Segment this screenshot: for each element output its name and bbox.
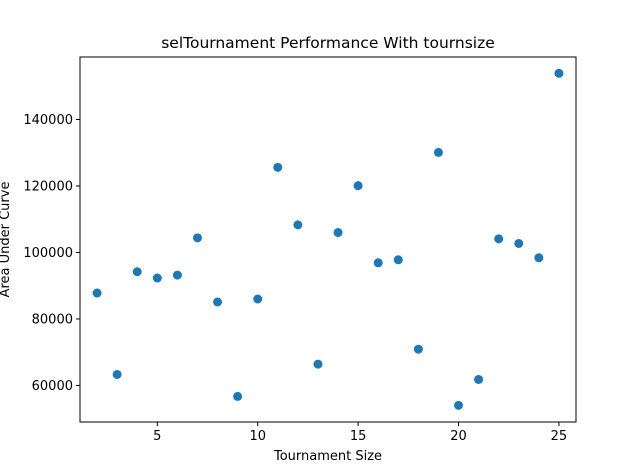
x-tick-label: 25 <box>551 429 568 444</box>
y-tick-label: 120000 <box>23 179 73 194</box>
data-point <box>192 233 202 243</box>
y-tick-label: 80000 <box>32 312 73 327</box>
data-point <box>413 344 423 354</box>
data-point <box>213 297 223 307</box>
x-tick-label: 15 <box>350 429 367 444</box>
data-point <box>172 270 182 280</box>
data-point <box>393 255 403 265</box>
data-point <box>454 400 464 410</box>
data-point <box>152 273 162 283</box>
data-point <box>373 258 383 268</box>
data-point <box>92 288 102 298</box>
data-point <box>433 147 443 157</box>
data-points <box>92 68 564 410</box>
data-point <box>112 369 122 379</box>
x-axis-label: Tournament Size <box>273 449 382 464</box>
data-point <box>353 181 363 191</box>
y-axis-ticks: 60000 80000 100000 120000 140000 <box>23 113 80 394</box>
data-point <box>333 228 343 238</box>
data-point <box>494 234 504 244</box>
data-point <box>474 374 484 384</box>
x-tick-label: 10 <box>249 429 266 444</box>
data-point <box>293 220 303 230</box>
data-point <box>514 238 524 248</box>
y-tick-label: 100000 <box>23 246 73 261</box>
chart-title: selTournament Performance With tournsize <box>161 34 495 52</box>
y-axis-label: Area Under Curve <box>0 182 13 298</box>
x-tick-label: 5 <box>153 429 161 444</box>
data-point <box>233 391 243 401</box>
data-point <box>132 267 142 277</box>
data-point <box>253 294 263 304</box>
data-point <box>273 162 283 172</box>
y-tick-label: 60000 <box>32 379 73 394</box>
y-tick-label: 140000 <box>23 113 73 128</box>
plot-area-frame <box>79 56 577 423</box>
x-tick-label: 20 <box>450 429 467 444</box>
x-axis-ticks: 5 10 15 20 25 <box>153 422 567 444</box>
data-point <box>534 253 544 263</box>
data-point <box>313 359 323 369</box>
data-point <box>554 68 564 78</box>
